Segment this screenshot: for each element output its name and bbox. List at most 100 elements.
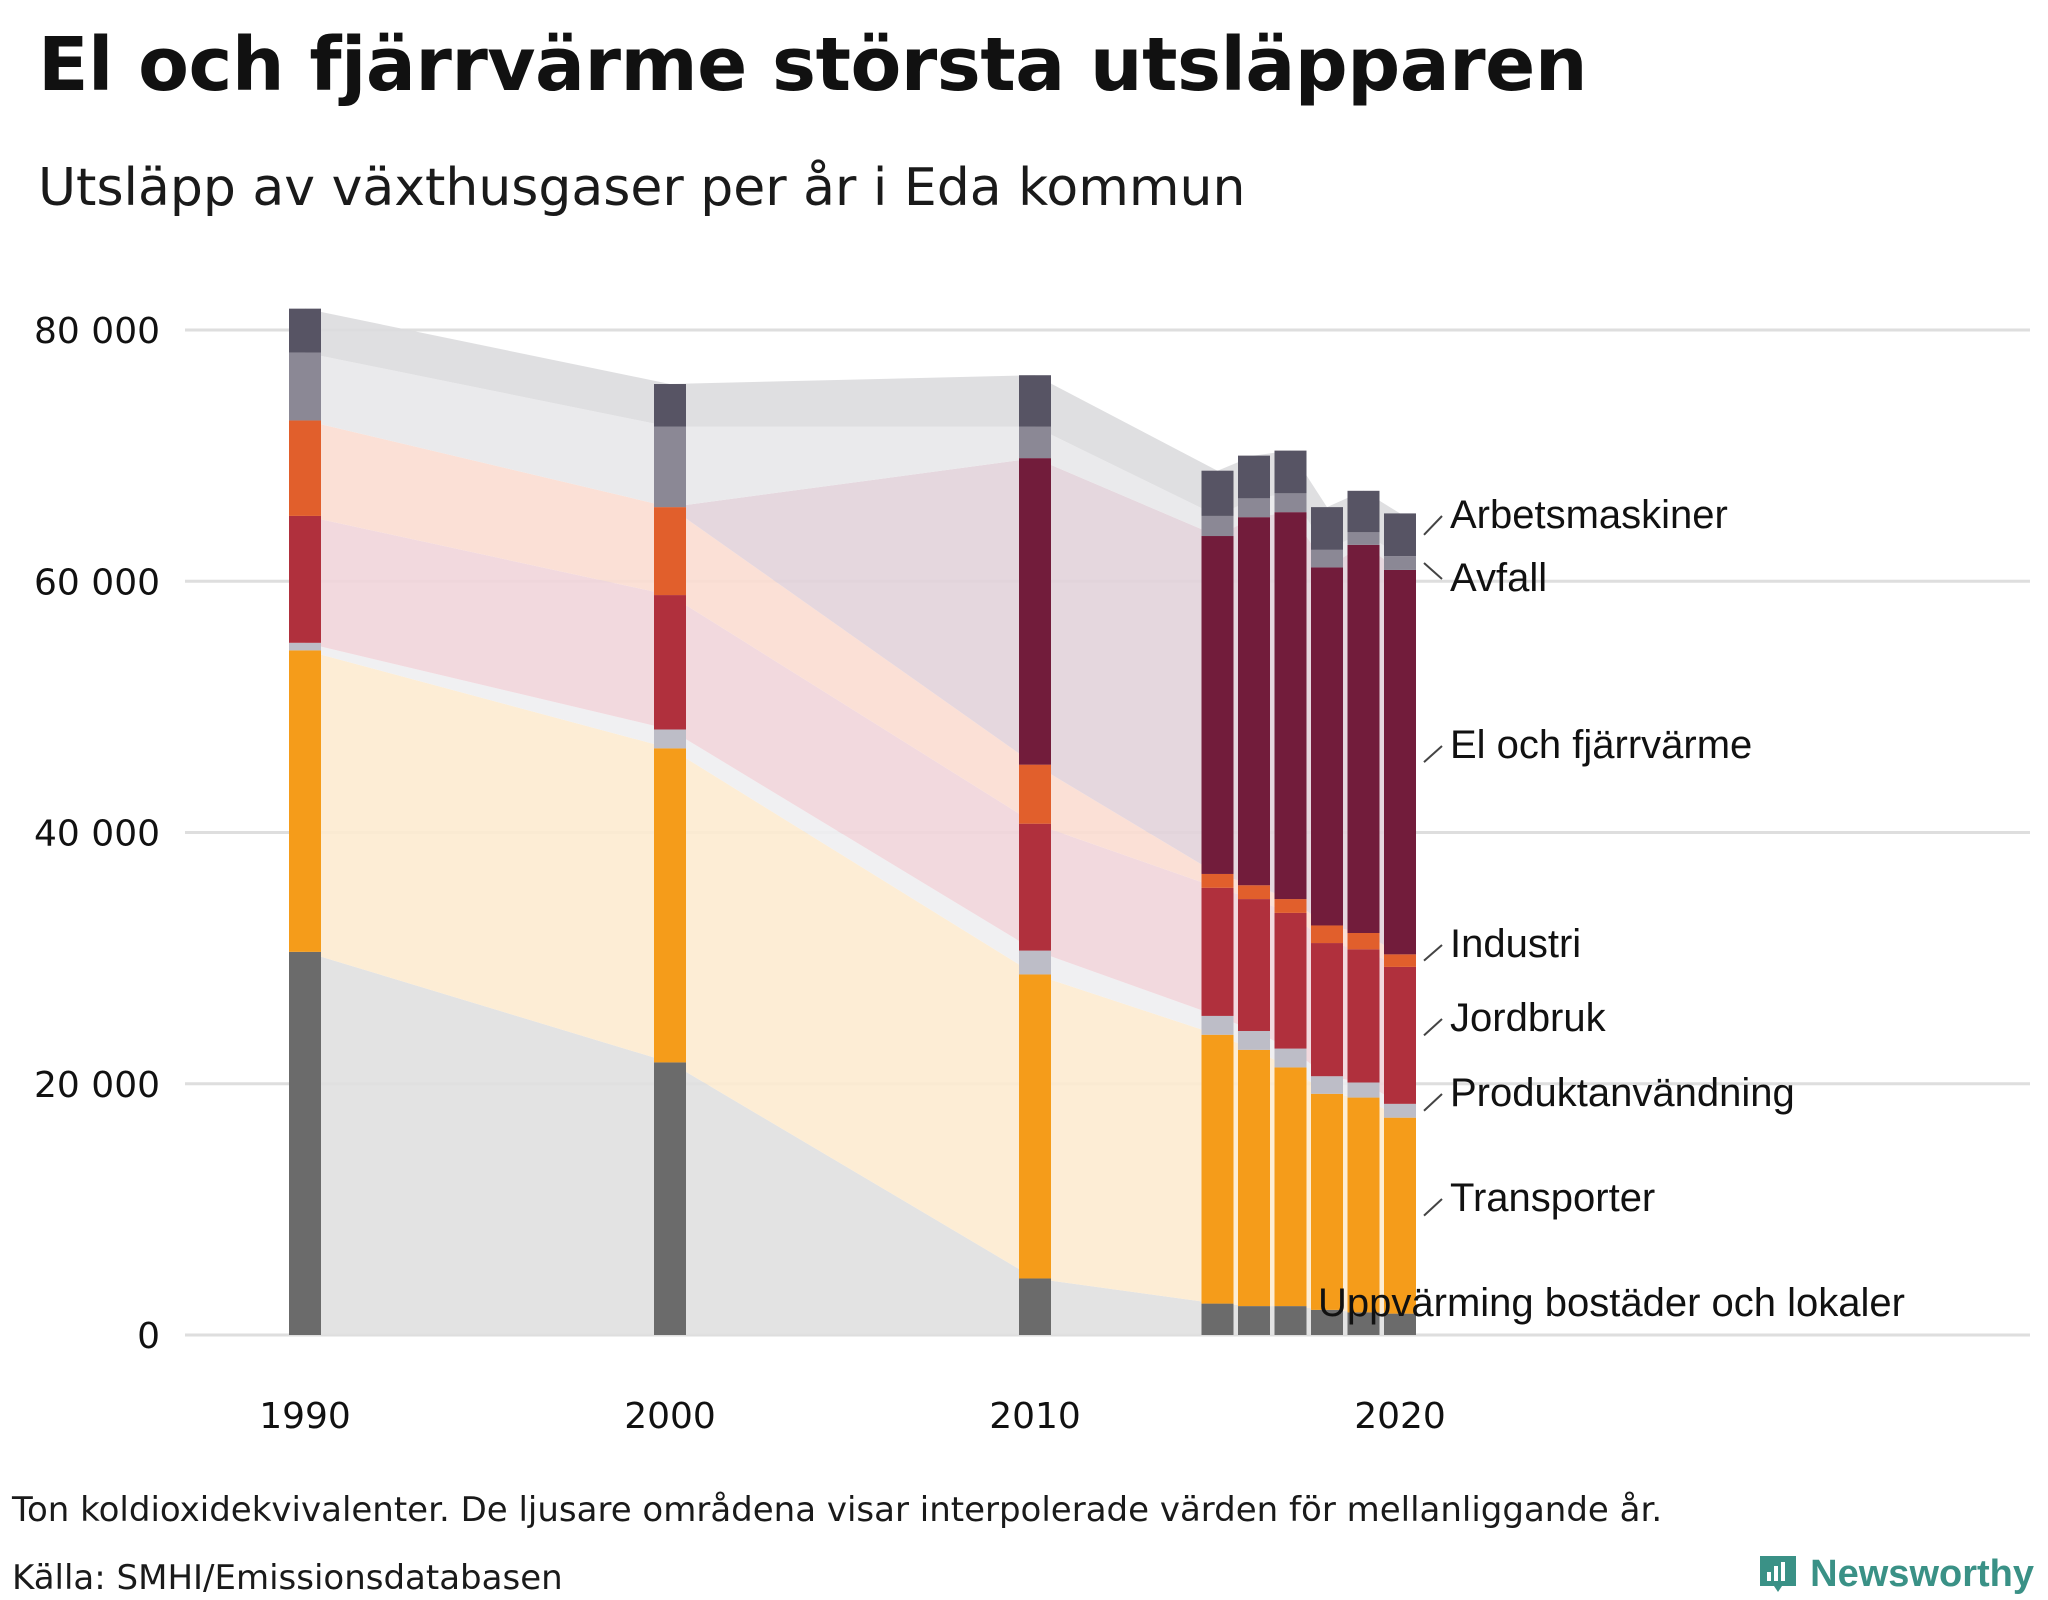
y-tick-label: 20 000 bbox=[34, 1065, 160, 1106]
bar-segment bbox=[1311, 943, 1343, 1077]
x-axis-ticks: 1990 2000 2010 2020 bbox=[259, 1396, 1446, 1437]
bar-segment bbox=[1311, 549, 1343, 568]
bar-segment bbox=[1274, 899, 1307, 913]
bar-segment bbox=[1347, 949, 1380, 1083]
bar-segment bbox=[1019, 375, 1051, 427]
bar-segment bbox=[1238, 899, 1270, 1031]
label-leader bbox=[1423, 562, 1443, 580]
bar-segment bbox=[1201, 515, 1234, 537]
bar-segment bbox=[1384, 966, 1416, 1104]
x-tick-label: 1990 bbox=[259, 1396, 351, 1437]
area-transporter bbox=[305, 650, 1400, 1314]
bar-segment bbox=[1347, 1312, 1380, 1335]
bar-segment bbox=[1384, 1117, 1416, 1314]
series-label: Avfall bbox=[1450, 556, 1547, 600]
series-label: Arbetsmaskiner bbox=[1450, 493, 1728, 537]
bar-segment bbox=[1274, 1067, 1307, 1307]
y-tick-label: 60 000 bbox=[34, 562, 160, 603]
bar-segment bbox=[289, 308, 321, 353]
label-leader bbox=[1423, 1093, 1443, 1112]
bar-segment bbox=[289, 420, 321, 516]
label-leader bbox=[1423, 1198, 1443, 1217]
bar-segment bbox=[1347, 1082, 1380, 1098]
bar-segment bbox=[1201, 1303, 1234, 1335]
area-jordbruk bbox=[305, 515, 1400, 1104]
bar-segment bbox=[1238, 885, 1270, 900]
source-note: Källa: SMHI/Emissionsdatabasen bbox=[12, 1558, 563, 1598]
bar-segment bbox=[1347, 532, 1380, 545]
bar-segment bbox=[1384, 569, 1416, 955]
bar-segment bbox=[1019, 974, 1051, 1279]
bars bbox=[289, 308, 1416, 1335]
bar-segment bbox=[1384, 1103, 1416, 1118]
label-leader bbox=[1423, 944, 1443, 962]
bar-segment bbox=[1201, 887, 1234, 1016]
newsworthy-logo: Newsworthy bbox=[1756, 1550, 2034, 1598]
area-avfall bbox=[305, 352, 1400, 570]
bar-segment bbox=[289, 352, 321, 421]
area-arbetsmaskiner bbox=[305, 308, 1400, 557]
bar-segment bbox=[1274, 1306, 1307, 1335]
series-label: Produktanvändning bbox=[1450, 1071, 1795, 1115]
bar-segment bbox=[654, 729, 686, 749]
bar-segment bbox=[654, 507, 686, 596]
bar-segment bbox=[1311, 567, 1343, 926]
bar-segment bbox=[1238, 498, 1270, 518]
bar-segment bbox=[1311, 925, 1343, 944]
area-uppvärming-bostäder-och-lokaler bbox=[305, 951, 1400, 1335]
bar-segment bbox=[289, 642, 321, 651]
area-industri bbox=[305, 420, 1400, 967]
bar-segment bbox=[1384, 954, 1416, 967]
series-labels: Uppvärming bostäder och lokaler Transport… bbox=[1318, 493, 1905, 1325]
bar-segment bbox=[1019, 764, 1051, 824]
bar-segment bbox=[1238, 1049, 1270, 1307]
bar-segment bbox=[1274, 512, 1307, 900]
bar-segment bbox=[1201, 873, 1234, 888]
bar-segment bbox=[1238, 517, 1270, 886]
y-tick-label: 80 000 bbox=[34, 311, 160, 352]
label-leader bbox=[1423, 745, 1443, 763]
brand-name: Newsworthy bbox=[1810, 1552, 2034, 1595]
bar-segment bbox=[1238, 1030, 1270, 1050]
x-tick-label: 2020 bbox=[1354, 1396, 1446, 1437]
bar-segment bbox=[654, 748, 686, 1063]
bar-segment bbox=[1347, 544, 1380, 933]
bar-segment bbox=[1274, 493, 1307, 513]
bar-segment bbox=[289, 650, 321, 952]
bar-segment bbox=[1347, 490, 1380, 533]
bar-segment bbox=[1019, 458, 1051, 765]
bar-segment bbox=[1311, 507, 1343, 550]
bar-segment bbox=[654, 595, 686, 730]
bar-segment bbox=[1311, 1309, 1343, 1335]
x-tick-label: 2010 bbox=[989, 1396, 1081, 1437]
area-produktanvändning bbox=[305, 642, 1400, 1118]
bar-segment bbox=[1201, 1015, 1234, 1035]
bar-segment bbox=[289, 515, 321, 643]
bar-segment bbox=[1384, 513, 1416, 557]
bar-segment bbox=[1311, 1093, 1343, 1310]
series-label: Transporter bbox=[1450, 1176, 1655, 1220]
series-label: El och fjärrvärme bbox=[1450, 723, 1752, 767]
label-leader bbox=[1423, 515, 1443, 536]
bar-segment bbox=[289, 951, 321, 1335]
y-tick-label: 40 000 bbox=[34, 814, 160, 855]
label-leader bbox=[1423, 1018, 1443, 1037]
area-el-och-fjärrvärme bbox=[305, 420, 1400, 955]
bar-chart-icon bbox=[1760, 1556, 1797, 1592]
bar-segment bbox=[1347, 1097, 1380, 1313]
bar-segment bbox=[654, 1062, 686, 1335]
bar-segment bbox=[1311, 1076, 1343, 1094]
bar-segment bbox=[1384, 556, 1416, 570]
interpolated-areas bbox=[305, 308, 1400, 1335]
x-tick-label: 2000 bbox=[624, 1396, 716, 1437]
bar-segment bbox=[1274, 912, 1307, 1049]
bar-segment bbox=[1019, 426, 1051, 459]
bar-segment bbox=[1274, 1048, 1307, 1068]
stacked-bar-chart: 0 20 000 40 000 60 000 80 000 1990 2000 2010 20… bbox=[34, 308, 2030, 1437]
bar-segment bbox=[654, 426, 686, 508]
bar-segment bbox=[1201, 470, 1234, 516]
chart-title: El och fjärrvärme största utsläpparen bbox=[38, 22, 1588, 108]
y-tick-label: 0 bbox=[137, 1316, 160, 1357]
bar-segment bbox=[1238, 455, 1270, 499]
chart-subtitle: Utsläpp av växthusgaser per år i Eda kom… bbox=[38, 158, 1246, 218]
